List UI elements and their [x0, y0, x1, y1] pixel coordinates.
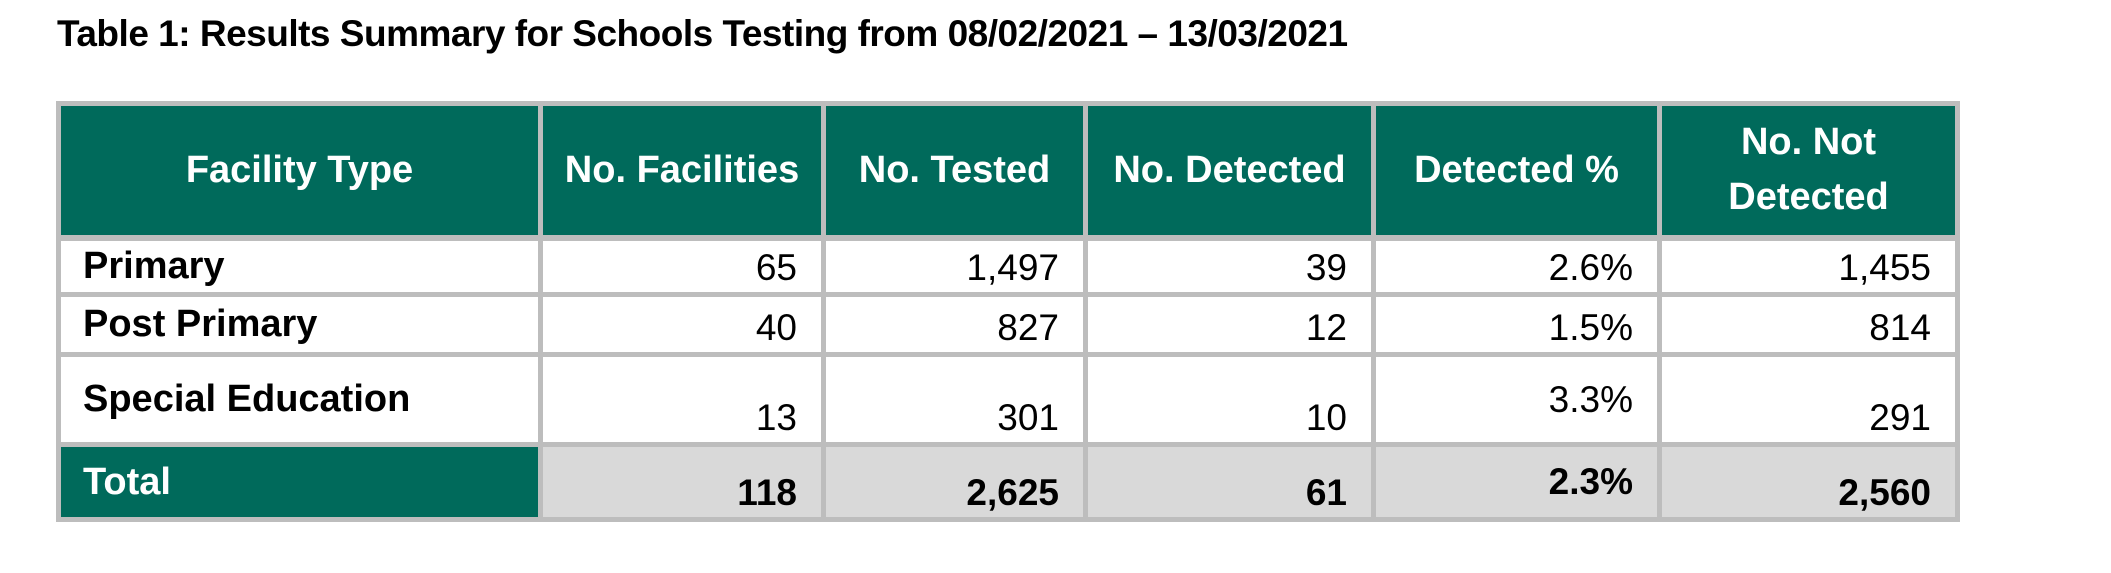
no-not-detected-cell: 291 — [1657, 352, 1960, 447]
no-detected-cell: 39 — [1083, 235, 1376, 297]
no-not-detected-cell: 814 — [1657, 292, 1960, 357]
total-no-tested-cell: 2,625 — [821, 442, 1088, 522]
facility-type-cell: Special Education — [56, 352, 543, 447]
total-no-detected-cell: 61 — [1083, 442, 1376, 522]
no-tested-cell: 1,497 — [821, 235, 1088, 297]
detected-pct-cell: 2.6% — [1371, 235, 1662, 297]
row-total: Total 118 2,625 61 2.3% 2,560 — [56, 442, 1960, 522]
row-post-primary: Post Primary 40 827 12 1.5% 814 — [56, 292, 1960, 357]
col-header-no-detected: No. Detected — [1083, 101, 1376, 241]
no-detected-cell: 12 — [1083, 292, 1376, 357]
col-header-detected-pct: Detected % — [1371, 101, 1662, 241]
col-header-facility-type: Facility Type — [56, 101, 543, 241]
no-facilities-cell: 13 — [538, 352, 826, 447]
total-label-cell: Total — [56, 442, 543, 522]
total-no-not-detected-cell: 2,560 — [1657, 442, 1960, 522]
detected-pct-cell: 1.5% — [1371, 292, 1662, 357]
row-special-education: Special Education 13 301 10 3.3% 291 — [56, 352, 1960, 447]
no-facilities-cell: 40 — [538, 292, 826, 357]
results-summary-table: Facility Type No. Facilities No. Tested … — [56, 101, 1960, 522]
no-facilities-cell: 65 — [538, 235, 826, 297]
col-header-no-not-detected: No. Not Detected — [1657, 101, 1960, 241]
no-not-detected-cell: 1,455 — [1657, 235, 1960, 297]
table-title: Table 1: Results Summary for Schools Tes… — [57, 13, 1348, 54]
col-header-no-facilities: No. Facilities — [538, 101, 826, 241]
total-no-facilities-cell: 118 — [538, 442, 826, 522]
no-tested-cell: 301 — [821, 352, 1088, 447]
detected-pct-cell: 3.3% — [1371, 352, 1662, 447]
no-tested-cell: 827 — [821, 292, 1088, 357]
facility-type-cell: Post Primary — [56, 292, 543, 357]
row-primary: Primary 65 1,497 39 2.6% 1,455 — [56, 235, 1960, 297]
col-header-no-tested: No. Tested — [821, 101, 1088, 241]
total-detected-pct-cell: 2.3% — [1371, 442, 1662, 522]
no-detected-cell: 10 — [1083, 352, 1376, 447]
facility-type-cell: Primary — [56, 235, 543, 297]
header-row: Facility Type No. Facilities No. Tested … — [56, 101, 1960, 241]
